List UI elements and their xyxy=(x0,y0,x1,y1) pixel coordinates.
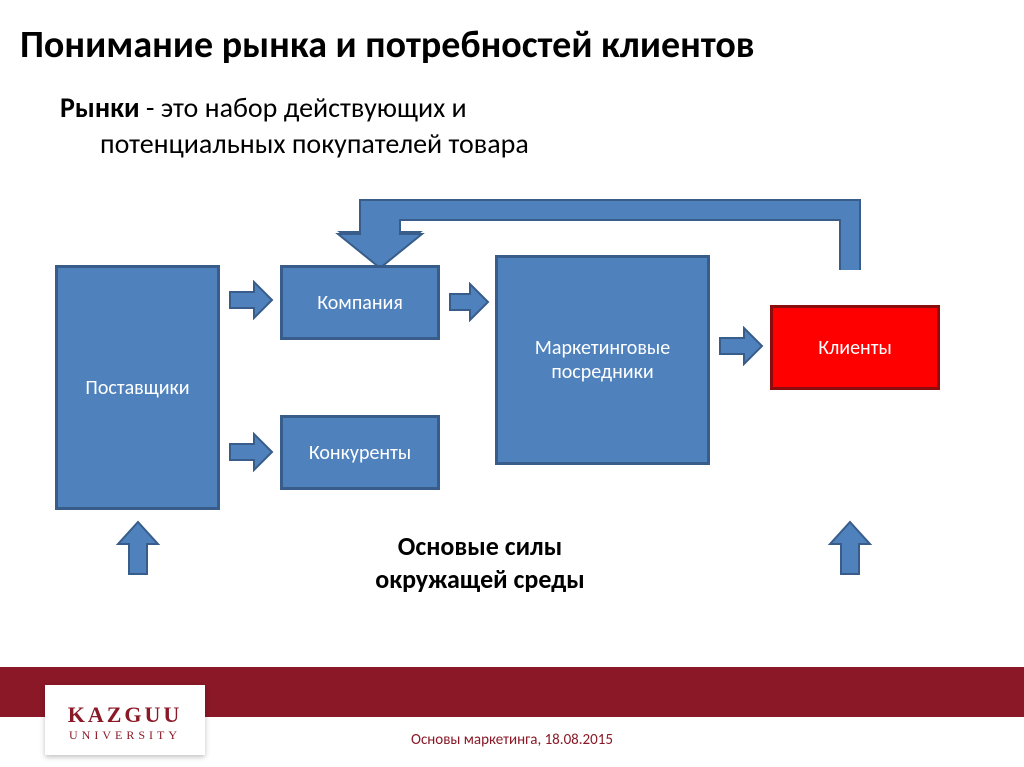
box-company-label: Компания xyxy=(317,291,403,315)
environment-caption: Основые силы окружащей среды xyxy=(300,530,660,595)
subtitle-text-1: - это набор действующих и xyxy=(140,90,467,125)
arrow-suppliers-to-competitors xyxy=(228,432,274,472)
logo-main-text: KAZGUU xyxy=(68,702,183,728)
box-clients: Клиенты xyxy=(770,305,940,390)
flow-diagram: Поставщики Компания Конкуренты Маркетинг… xyxy=(0,180,1024,660)
box-intermediaries-label: Маркетинговые посредники xyxy=(508,336,697,384)
arrow-company-to-intermed xyxy=(448,282,490,322)
subtitle-bold: Рынки xyxy=(60,90,140,125)
box-intermediaries: Маркетинговые посредники xyxy=(495,255,710,465)
box-clients-label: Клиенты xyxy=(818,336,892,360)
arrow-env-to-clients xyxy=(828,520,872,576)
arrow-env-to-suppliers xyxy=(116,520,160,576)
box-company: Компания xyxy=(280,265,440,340)
box-suppliers: Поставщики xyxy=(55,265,220,510)
subtitle-text-2: потенциальных покупателей товара xyxy=(60,126,529,161)
caption-line-1: Основые силы xyxy=(398,530,563,562)
arrow-suppliers-to-company xyxy=(228,280,274,320)
box-suppliers-label: Поставщики xyxy=(85,376,189,400)
box-competitors: Конкуренты xyxy=(280,415,440,490)
slide-title: Понимание рынка и потребностей клиентов xyxy=(20,22,1004,68)
box-competitors-label: Конкуренты xyxy=(309,441,411,465)
slide-subtitle: Рынки - это набор действующих и потенциа… xyxy=(60,90,529,163)
caption-line-2: окружащей среды xyxy=(375,563,584,595)
footer-text: Основы маркетинга, 18.08.2015 xyxy=(0,731,1024,749)
arrow-intermed-to-clients xyxy=(718,326,764,366)
